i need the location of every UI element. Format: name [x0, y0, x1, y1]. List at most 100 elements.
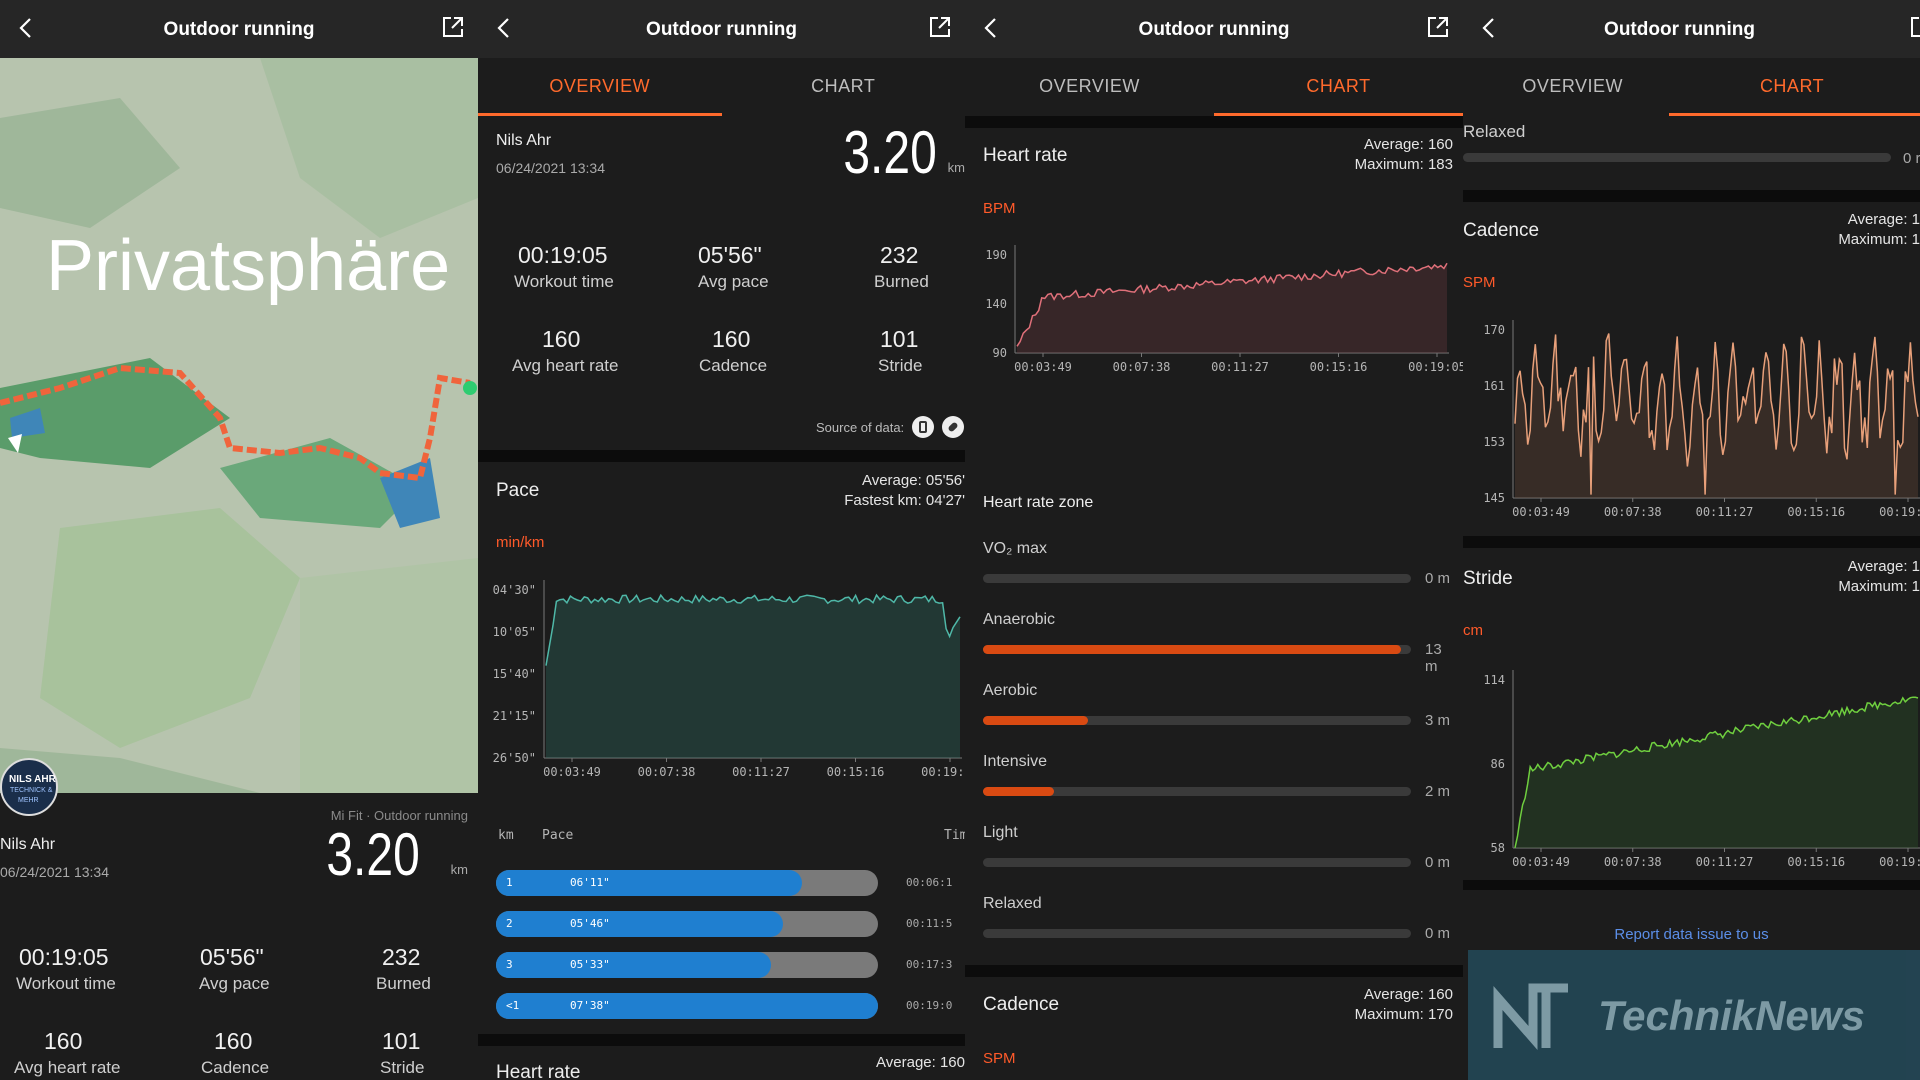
pace-title: Pace — [496, 480, 540, 501]
cadence-title: Cadence — [983, 994, 1060, 1015]
stat-avg-pace-label: Avg pace — [199, 974, 270, 993]
y-tick-label: 04'30" — [493, 583, 536, 597]
split-time: 00:06:1 — [906, 876, 953, 889]
tab-chart[interactable]: CHART — [1306, 76, 1371, 96]
x-tick-label: 00:15:16 — [1787, 505, 1845, 519]
stat-avg-heart-rate-label: Avg heart rate — [512, 356, 619, 375]
zone-relaxed-label: Relaxed — [1463, 122, 1526, 141]
section-divider — [965, 965, 1463, 977]
tab-indicator — [1668, 113, 1920, 116]
tab-bar: OVERVIEW CHART — [478, 58, 965, 116]
stat-avg-pace: 05'56" — [200, 944, 264, 970]
zone-relaxed-value: 0 r — [1903, 150, 1920, 167]
watch-icon[interactable] — [942, 416, 964, 438]
distance-value: 3.20 — [843, 119, 937, 186]
share-icon[interactable] — [1425, 14, 1451, 40]
stat-burned: 232 — [382, 944, 421, 970]
x-tick-label: 00:07:38 — [638, 765, 696, 779]
zone-name: Light — [983, 824, 1018, 841]
share-icon[interactable] — [1908, 14, 1920, 40]
split-time: 00:11:5 — [906, 917, 953, 930]
tab-overview[interactable]: OVERVIEW — [1522, 76, 1624, 96]
x-tick-label: 00:03:49 — [1512, 505, 1570, 519]
splits-header-time: Time — [944, 828, 965, 843]
x-tick-label: 00:03:49 — [1014, 360, 1072, 374]
cadence-chart[interactable]: 170 161 153 145 00:03:49 00:07:38 00:11:27 00:1… — [1463, 310, 1920, 530]
tab-chart[interactable]: CHART — [1759, 76, 1825, 96]
zone-fill — [983, 716, 1088, 725]
share-icon[interactable] — [440, 14, 466, 40]
zone-track — [983, 929, 1411, 938]
back-arrow-icon[interactable] — [12, 14, 40, 42]
heart-rate-maximum: Maximum: 183 — [1354, 156, 1453, 173]
stride-maximum: Maximum: 1 — [1838, 578, 1920, 595]
route-map[interactable]: Privatsphäre — [0, 58, 478, 793]
logo-line-3: MEHR — [18, 797, 39, 804]
zone-relaxed-bar — [1463, 153, 1891, 162]
tab-overview[interactable]: OVERVIEW — [549, 76, 651, 96]
logo-line-1: NILS AHR — [9, 774, 56, 785]
section-divider — [1463, 536, 1920, 548]
panel-map-overview: Outdoor running Privatsphäre NILS AHR TE… — [0, 0, 478, 1080]
y-tick-label: 114 — [1483, 673, 1505, 687]
report-link[interactable]: Report data issue to us — [1614, 926, 1769, 943]
zone-value: 0 m — [1425, 925, 1451, 942]
distance-value: 3.20 — [326, 821, 420, 888]
run-datetime: 06/24/2021 13:34 — [0, 864, 109, 880]
x-tick-label: 00:19:05 — [1879, 855, 1920, 869]
series-area — [546, 595, 960, 758]
zone-item: Intensive 2 m — [983, 753, 1453, 803]
x-tick-label: 00:11:27 — [1696, 505, 1754, 519]
stat-burned: 232 — [880, 242, 919, 268]
zone-track — [983, 716, 1411, 725]
back-arrow-icon[interactable] — [490, 14, 518, 42]
back-arrow-icon[interactable] — [1475, 14, 1503, 42]
header: Outdoor running — [1463, 0, 1920, 58]
pace-chart[interactable]: 04'30" 10'05" 15'40" 21'15" 26'50" 00:03:49 00… — [478, 570, 965, 790]
zone-fill — [983, 645, 1401, 654]
stat-avg-heart-rate: 160 — [542, 326, 581, 352]
tab-overview[interactable]: OVERVIEW — [1039, 76, 1140, 96]
x-tick-label: 00:11:27 — [1211, 360, 1269, 374]
zone-fill — [983, 787, 1055, 796]
stride-chart[interactable]: 114 86 58 00:03:49 00:07:38 00:11:27 00:15:16 0… — [1463, 660, 1920, 880]
heart-rate-average: Average: 160 — [876, 1054, 965, 1071]
stat-cadence: 160 — [712, 326, 751, 352]
series-area — [1515, 697, 1918, 848]
split-pace: 07'38" — [570, 999, 610, 1012]
share-icon[interactable] — [927, 14, 953, 40]
y-tick-label: 153 — [1483, 435, 1505, 449]
zone-value: 0 m — [1425, 854, 1451, 871]
series-line — [1016, 262, 1448, 347]
panel-overview: Outdoor running OVERVIEW CHART Nils Ahr … — [478, 0, 965, 1080]
split-row: <1 07'38" 00:19:0 — [496, 993, 956, 1019]
stat-stride: 101 — [880, 326, 919, 352]
source-caption: Mi Fit · Outdoor running — [330, 808, 468, 823]
zone-value: 0 m — [1425, 570, 1451, 587]
page-title: Outdoor running — [163, 19, 315, 40]
stat-stride: 101 — [382, 1028, 421, 1054]
stat-burned-label: Burned — [376, 974, 431, 993]
stat-burned-label: Burned — [874, 272, 929, 291]
x-tick-label: 00:03:49 — [543, 765, 601, 779]
split-fill — [496, 993, 878, 1019]
watermark-box: TechnikNews — [1468, 950, 1920, 1080]
x-tick-label: 00:19:05 — [921, 765, 965, 779]
panel-chart-cadence-stride: Outdoor running OVERVIEW CHART Relaxed 0… — [1463, 0, 1920, 1080]
header: Outdoor running — [965, 0, 1463, 58]
split-row: 1 06'11" 00:06:1 — [496, 870, 956, 896]
stride-title: Stride — [1463, 568, 1513, 589]
user-name: Nils Ahr — [0, 836, 56, 853]
back-arrow-icon[interactable] — [977, 14, 1005, 42]
stat-avg-heart-rate-label: Avg heart rate — [14, 1058, 121, 1077]
tab-chart[interactable]: CHART — [811, 76, 876, 96]
splits-header-pace: Pace — [542, 828, 574, 843]
split-row: 3 05'33" 00:17:3 — [496, 952, 956, 978]
split-row: 2 05'46" 00:11:5 — [496, 911, 956, 937]
watermark-text: TechnikNews — [1598, 992, 1865, 1039]
zone-name: Intensive — [983, 753, 1048, 770]
cadence-maximum: Maximum: 170 — [1354, 1006, 1453, 1023]
stat-workout-time-label: Workout time — [16, 974, 116, 993]
phone-icon[interactable] — [912, 416, 934, 438]
heart-rate-chart[interactable]: 190 140 90 00:03:49 00:07:38 00:11:27 00:15:16… — [965, 235, 1463, 455]
